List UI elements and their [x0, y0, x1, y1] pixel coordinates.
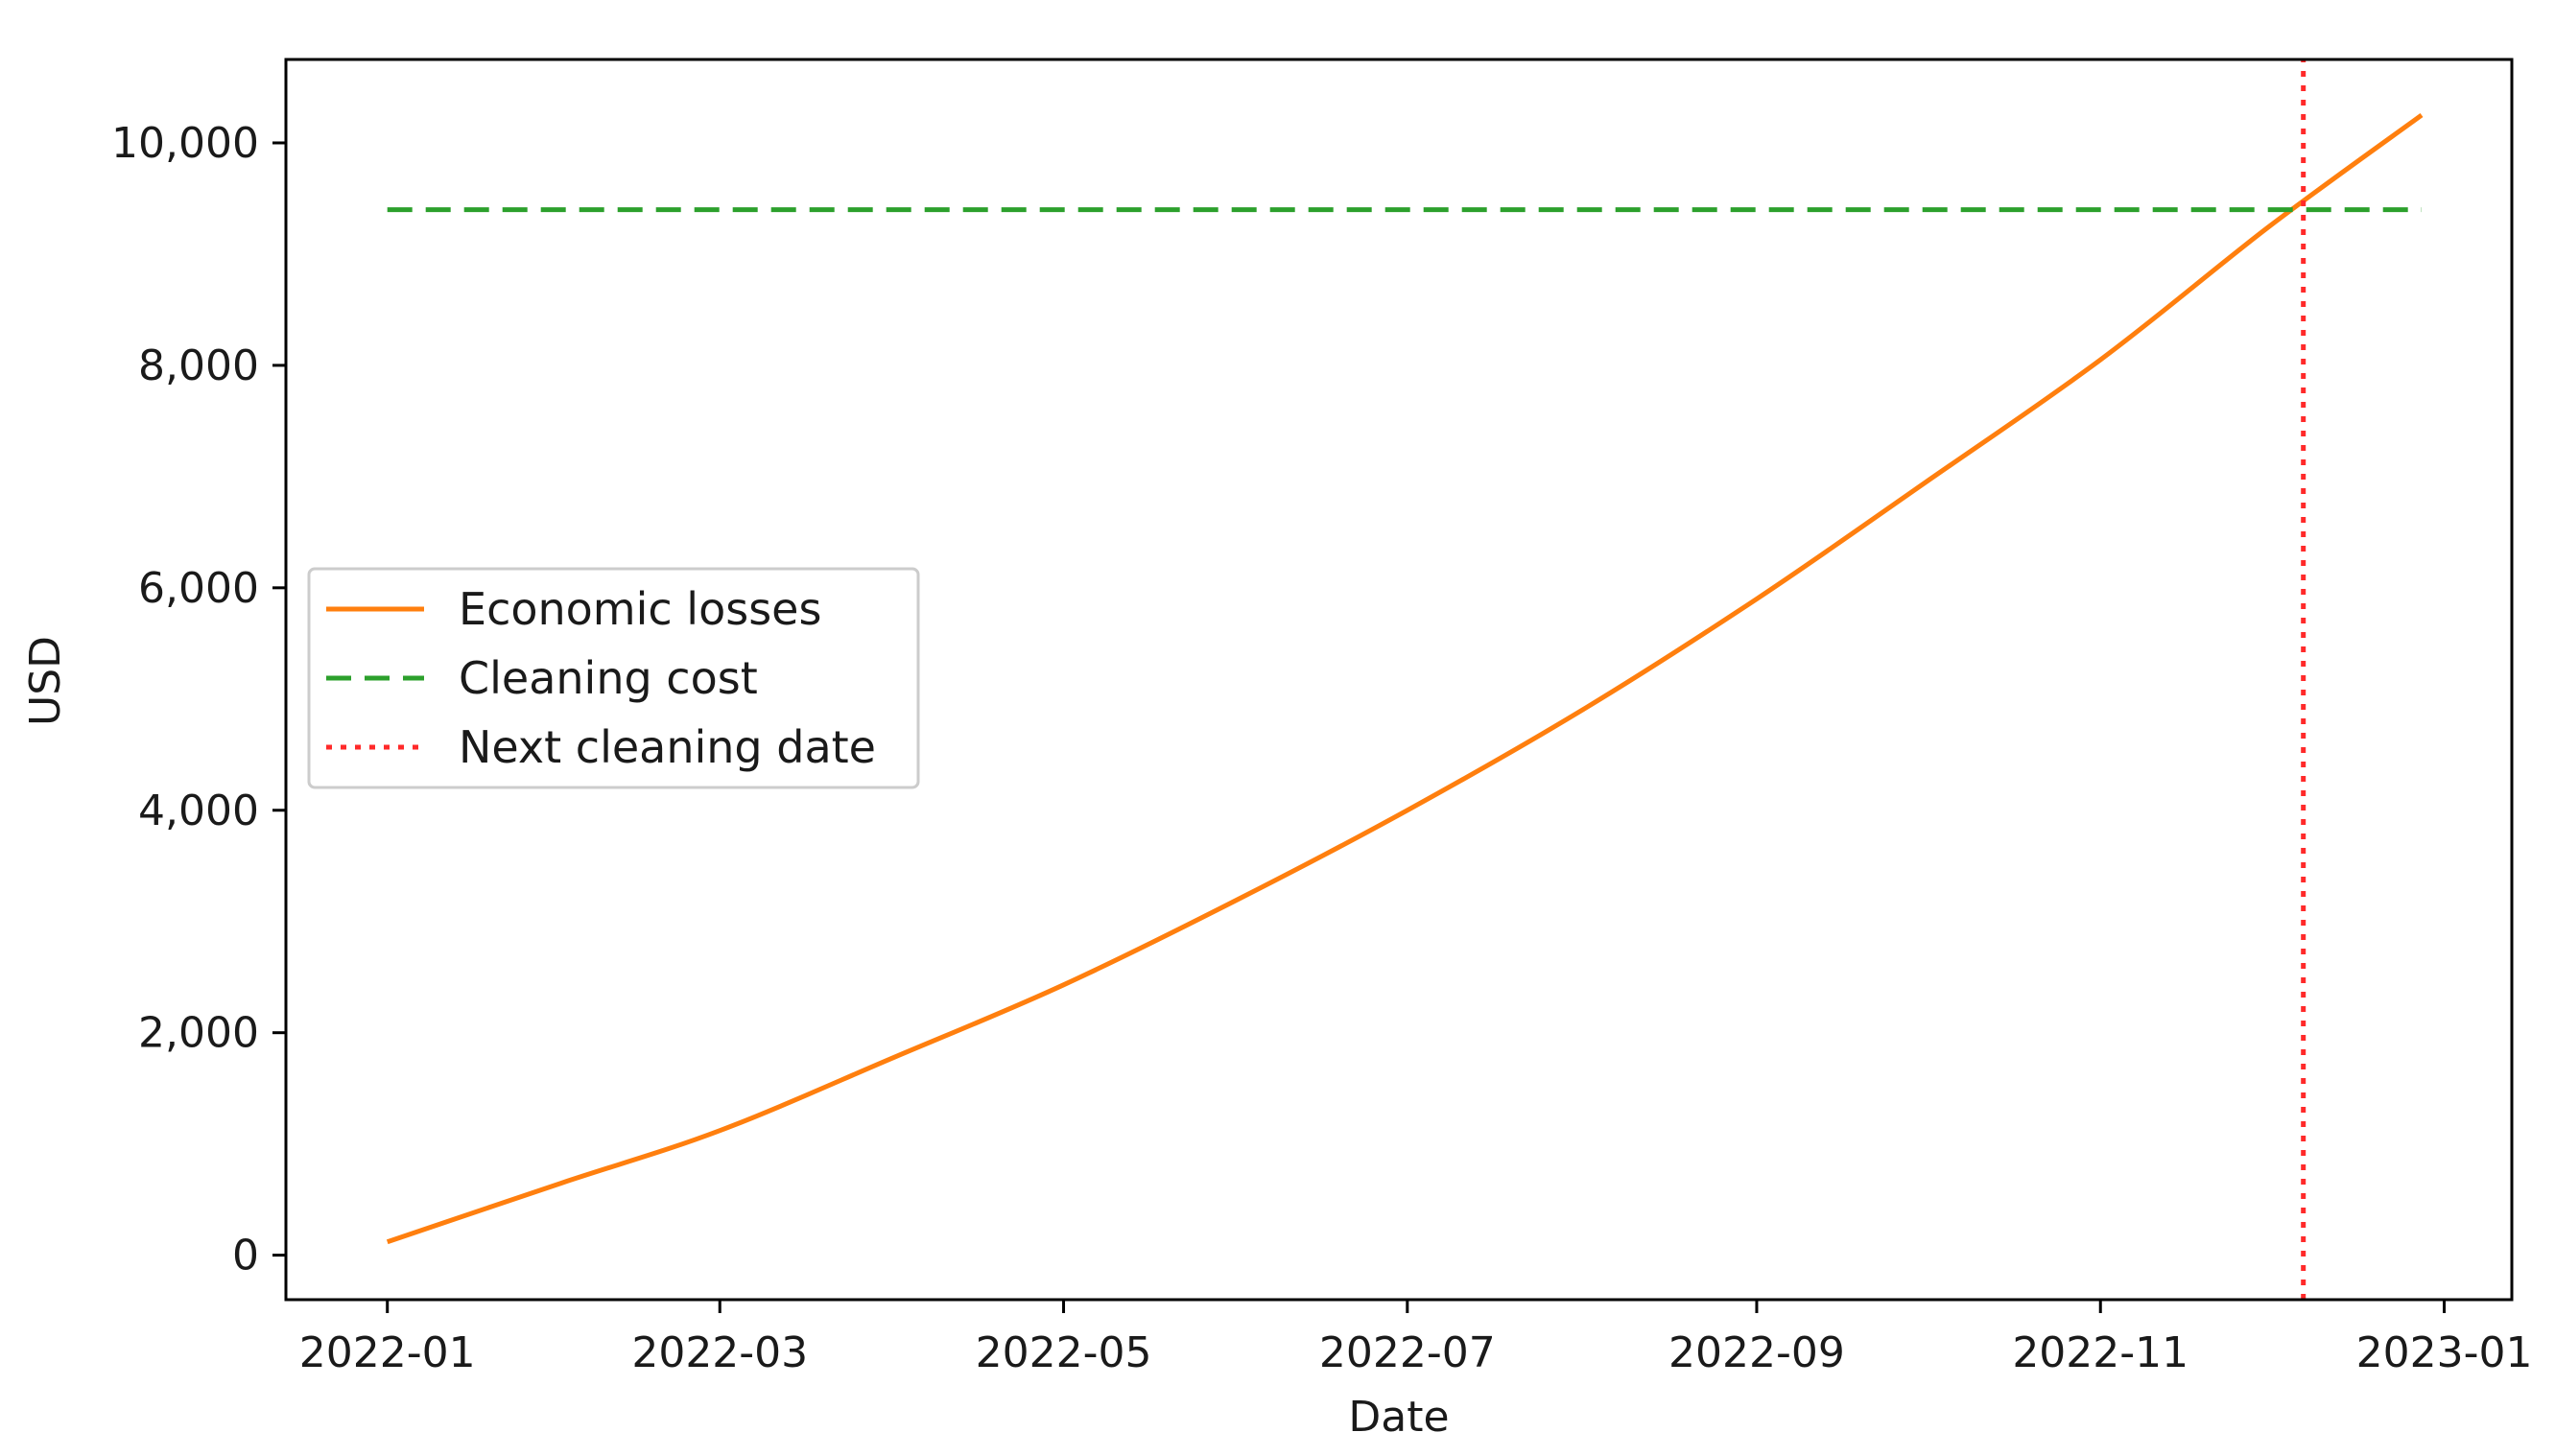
x-tick-label: 2022-09	[1668, 1328, 1845, 1377]
legend: Economic losses Cleaning cost Next cleanin…	[307, 567, 920, 789]
series-layer	[386, 59, 2424, 1300]
legend-label: Cleaning cost	[459, 652, 758, 704]
plot-frame	[284, 58, 2514, 1302]
x-tick-label: 2022-05	[976, 1328, 1152, 1377]
x-tick-label: 2023-01	[2356, 1328, 2533, 1377]
y-tick-label: 10,000	[111, 119, 259, 168]
x-tick-label: 2022-07	[1319, 1328, 1496, 1377]
y-tick-label: 8,000	[138, 341, 259, 390]
legend-label: Economic losses	[459, 583, 821, 635]
series-line-1	[386, 112, 2424, 1245]
y-axis-label: USD	[21, 636, 70, 726]
x-tick-label: 2022-01	[299, 1328, 476, 1377]
legend-label: Next cleaning date	[459, 721, 876, 773]
y-tick-label: 6,000	[138, 564, 259, 613]
y-axis-ticks: 0 2,000 4,000 6,000 8,000 10,000	[111, 119, 286, 1280]
x-tick-label: 2022-03	[631, 1328, 808, 1377]
y-tick-label: 4,000	[138, 787, 259, 835]
y-tick-label: 0	[232, 1232, 259, 1280]
legend-box	[307, 567, 920, 789]
x-tick-label: 2022-11	[2012, 1328, 2188, 1377]
x-axis-label: Date	[1348, 1393, 1449, 1442]
x-axis-ticks: 2022-01 2022-03 2022-05 2022-07 2022-09 2022-…	[299, 1300, 2533, 1377]
y-tick-label: 2,000	[138, 1009, 259, 1058]
